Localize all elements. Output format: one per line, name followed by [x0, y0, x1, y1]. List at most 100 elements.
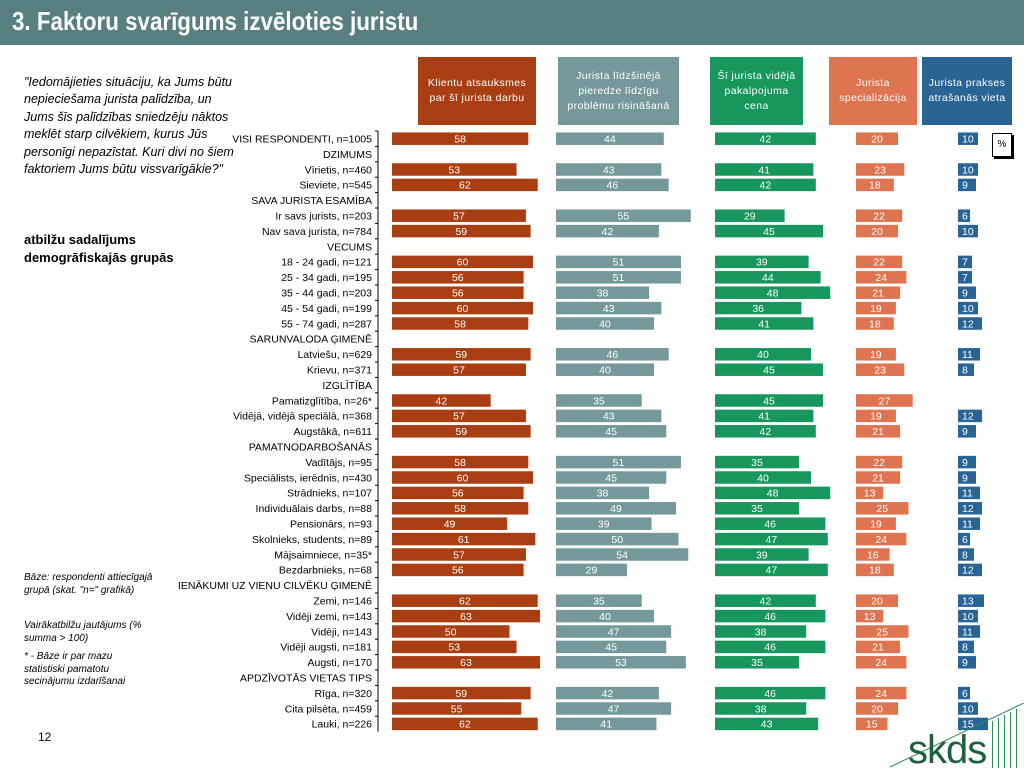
data-label: 29: [744, 211, 756, 223]
data-label: 56: [452, 488, 464, 500]
bar-s2: [715, 409, 814, 423]
bar-s3: [856, 486, 884, 500]
data-label: 16: [867, 549, 879, 561]
data-label: 8: [962, 365, 968, 377]
group-heading: IENĀKUMI UZ VIENU CILVĒKU ĢIMENĒ: [178, 580, 372, 592]
bar-s2: [715, 455, 799, 469]
bar-s2: [715, 594, 816, 607]
data-label: 22: [873, 257, 885, 269]
bar-s2: [715, 317, 814, 330]
data-label: 55: [618, 211, 630, 223]
row-label: Sieviete, n=545: [299, 180, 372, 192]
bar-s4: [958, 455, 976, 469]
data-label: 46: [607, 349, 619, 361]
data-label: 45: [605, 642, 617, 654]
row-label: 25 - 34 gadi, n=195: [281, 272, 372, 284]
data-label: 45: [605, 426, 617, 438]
series-header-label: Šī jurista vidējā pakalpojuma cena: [718, 70, 796, 112]
bar-s0: [392, 132, 529, 145]
data-label: 49: [444, 519, 456, 531]
bar-s1: [556, 532, 679, 546]
data-label: 54: [616, 549, 628, 561]
bar-s4: [958, 271, 972, 284]
bar-s3: [856, 255, 903, 269]
row-label: 55 - 74 gadi, n=287: [281, 318, 372, 330]
bar-s1: [556, 178, 669, 192]
data-label: 7: [962, 272, 968, 284]
bar-s1: [556, 209, 691, 222]
bar-s4: [958, 409, 982, 423]
bar-s1: [556, 548, 689, 561]
bar-s2: [715, 656, 799, 669]
data-label: 40: [757, 349, 769, 361]
data-label: 56: [452, 272, 464, 284]
bar-s1: [556, 163, 662, 176]
data-label: 45: [763, 226, 775, 238]
bar-s3: [856, 594, 898, 607]
data-label: 50: [611, 534, 623, 546]
bar-s3: [856, 517, 896, 530]
series-header-label: Jurista specializācija: [839, 77, 907, 104]
bar-s4: [958, 686, 970, 700]
bar-s2: [715, 363, 823, 376]
bar-s1: [556, 255, 681, 269]
bar-s4: [958, 656, 976, 669]
data-label: 39: [756, 257, 768, 269]
data-label: 20: [871, 703, 883, 715]
data-label: 46: [764, 611, 776, 623]
data-label: 9: [962, 472, 968, 484]
group-heading: DZIMUMS: [323, 149, 372, 161]
data-label: 10: [962, 164, 974, 176]
data-label: 60: [457, 303, 469, 315]
bar-s3: [856, 563, 894, 577]
series-name: Jurista specializācija: [839, 77, 907, 104]
bar-s4: [958, 640, 974, 654]
data-label: 24: [875, 688, 887, 700]
bar-s2: [715, 625, 807, 638]
bar-s0: [392, 517, 508, 530]
data-label: 53: [448, 164, 460, 176]
data-label: 47: [766, 534, 778, 546]
bar-s0: [392, 286, 524, 299]
bar-s2: [715, 209, 785, 222]
bar-s0: [392, 409, 526, 423]
data-label: 40: [599, 611, 611, 623]
bar-s3: [856, 224, 898, 238]
data-label: 56: [452, 565, 464, 577]
row-label: Individuālais darbs, n=88: [256, 503, 373, 515]
data-label: 42: [602, 688, 614, 700]
bar-s3: [856, 163, 905, 176]
data-label: 47: [766, 565, 778, 577]
row-label: Vidēji augsti, n=181: [280, 642, 372, 654]
bar-s2: [715, 394, 823, 407]
row-label: Pamatizglītība, n=26*: [272, 395, 372, 407]
bar-s1: [556, 686, 659, 700]
row-label: Augstākā, n=611: [294, 426, 372, 438]
data-label: 24: [875, 534, 887, 546]
series-header-bg: [829, 57, 917, 125]
data-label: 58: [454, 503, 466, 515]
data-label: 60: [457, 257, 469, 269]
bar-s0: [392, 702, 522, 715]
data-label: 57: [453, 549, 465, 561]
bar-s4: [958, 255, 972, 269]
bar-s4: [958, 132, 978, 145]
data-label: 19: [870, 349, 882, 361]
data-label: 41: [758, 411, 770, 423]
data-label: 60: [457, 472, 469, 484]
data-label: 51: [613, 257, 625, 269]
data-label: 24: [875, 272, 887, 284]
bar-s4: [958, 178, 976, 192]
bar-s2: [715, 286, 831, 299]
bar-s4: [958, 348, 980, 361]
row-label: Vidēji zemi, n=143: [286, 611, 372, 623]
data-label: 56: [452, 288, 464, 300]
data-label: 9: [962, 180, 968, 192]
series-header-label: Jurista līdzšinējā pieredze līdzīgu prob…: [567, 70, 669, 112]
data-label: 9: [962, 288, 968, 300]
bar-s3: [856, 348, 896, 361]
title-bar: 3. Faktoru svarīgums izvēloties juristu: [0, 0, 1024, 45]
data-label: 40: [757, 472, 769, 484]
row-label: 18 - 24 gadi, n=121: [281, 257, 372, 269]
data-label: 27: [879, 395, 891, 407]
